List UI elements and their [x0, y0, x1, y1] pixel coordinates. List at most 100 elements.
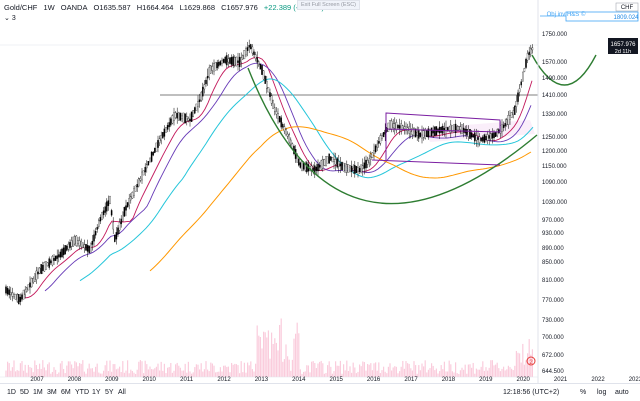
range-3m-button[interactable]: 3M — [47, 389, 57, 396]
volume-bar — [363, 362, 365, 377]
price-axis[interactable]: 1750.000 1570.000 1490.000 1410.000 1330.000… — [542, 32, 568, 383]
candle-body — [192, 110, 194, 118]
candle-body — [227, 58, 230, 63]
moving-average-line — [24, 56, 533, 299]
volume-bar — [51, 371, 53, 377]
range-1d-button[interactable]: 1D — [7, 389, 16, 396]
candle-body — [456, 126, 458, 131]
time-axis[interactable]: 2007 2008 2009 2010 2011 2012 2013 2014 2015 2016… — [30, 377, 640, 383]
year-tick-label: 2007 — [30, 377, 44, 383]
volume-bar — [221, 371, 223, 377]
candle-body — [299, 162, 302, 168]
volume-bar — [416, 373, 418, 377]
volume-bar — [403, 368, 405, 377]
last-price-value: 1657.976 — [610, 42, 636, 48]
volume-bar — [370, 363, 372, 377]
candle-body — [109, 195, 111, 205]
currency-button[interactable] — [615, 2, 639, 12]
volume-bar — [306, 365, 308, 377]
candle-body — [26, 287, 28, 292]
symbol-legend[interactable]: Gold/CHF 1W OANDA O1635.587 H1664.464 L1… — [4, 3, 328, 12]
candle-body — [362, 165, 364, 169]
price-chart[interactable]: 2 1750.000 1570.000 1490.000 1410.000 1330.0… — [0, 0, 640, 383]
interval-label[interactable]: 1W — [43, 3, 55, 12]
range-1y-button[interactable]: 1Y — [92, 389, 101, 396]
volume-bar — [523, 364, 525, 377]
volume-bar — [504, 370, 506, 377]
volume-bar — [187, 361, 189, 377]
alert-icon[interactable] — [526, 356, 536, 366]
volume-bar — [349, 366, 351, 377]
candle-body — [78, 240, 81, 246]
range-ytd-button[interactable]: YTD — [75, 389, 89, 396]
candle-body — [152, 151, 154, 156]
volume-bar — [77, 366, 79, 377]
percent-scale-button[interactable]: % — [580, 389, 587, 396]
candle-body — [350, 165, 353, 172]
candle-body — [158, 138, 161, 143]
candle-body — [232, 56, 234, 66]
volume-bar — [464, 364, 466, 377]
volume-bar — [88, 363, 90, 377]
volume-bar — [112, 364, 114, 377]
candle-body — [77, 240, 79, 244]
candle-body — [35, 270, 38, 280]
high-value: H1664.464 — [136, 3, 174, 12]
volume-bar — [122, 361, 124, 377]
candle-body — [179, 113, 182, 121]
candle-body — [461, 124, 463, 135]
candle-body — [99, 217, 102, 222]
volume-bar — [23, 370, 25, 377]
candle-body — [472, 134, 474, 138]
candle-body — [14, 293, 17, 300]
volume-bar — [205, 361, 207, 377]
volume-bar — [181, 370, 183, 377]
volume-bar — [243, 362, 245, 377]
volume-bar — [200, 363, 202, 377]
year-tick-label: 2023 — [629, 377, 640, 383]
candle-body — [331, 157, 334, 163]
volume-bar — [287, 356, 289, 377]
volume-bar — [274, 338, 276, 377]
chevron-down-icon[interactable]: ⌄ — [4, 15, 10, 22]
range-all-button[interactable]: All — [118, 389, 126, 396]
volume-bar — [355, 373, 357, 377]
range-5d-button[interactable]: 5D — [20, 389, 29, 396]
candle-body — [434, 126, 436, 137]
volume-bar — [163, 363, 165, 377]
range-5y-button[interactable]: 5Y — [105, 389, 114, 396]
volume-bar — [237, 365, 239, 377]
range-6m-button[interactable]: 6M — [61, 389, 71, 396]
log-scale-button[interactable]: log — [597, 389, 607, 396]
volume-bar — [507, 365, 509, 377]
candle-body — [106, 201, 108, 212]
candle-body — [75, 235, 78, 247]
volume-bar — [227, 366, 229, 377]
volume-bar — [509, 367, 511, 377]
candle-body — [413, 128, 415, 136]
volume-bar — [389, 363, 391, 377]
candle-body — [37, 271, 39, 275]
clock[interactable]: 12:18:56 (UTC+2) — [503, 389, 560, 396]
auto-scale-button[interactable]: auto — [615, 389, 629, 396]
volume-bar — [520, 362, 522, 377]
candle-body — [333, 159, 335, 163]
indicators-toggle[interactable]: ⌄ 3 — [4, 14, 16, 22]
candle-body — [221, 60, 223, 64]
candle-body — [10, 291, 12, 295]
symbol-name[interactable]: Gold/CHF — [4, 3, 38, 12]
volume-bar — [447, 371, 449, 377]
candle-body — [248, 45, 250, 48]
candle-body — [194, 107, 196, 114]
candle-body — [302, 162, 305, 170]
moving-average-line — [44, 62, 532, 292]
candle-body — [224, 56, 226, 64]
candle-body — [93, 234, 95, 242]
candle-body — [390, 120, 393, 130]
candles — [5, 39, 534, 306]
candle-body — [365, 159, 367, 169]
candle-body — [430, 127, 433, 137]
range-1m-button[interactable]: 1M — [33, 389, 43, 396]
candle-body — [142, 170, 145, 176]
volume-bar — [415, 365, 417, 377]
